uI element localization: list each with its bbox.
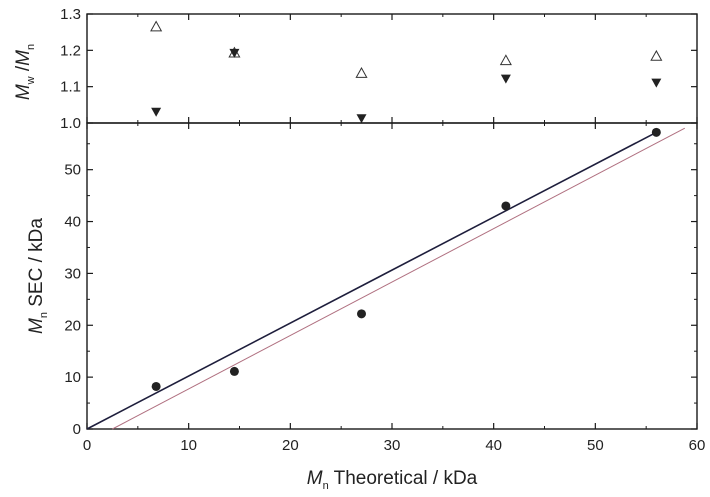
data-point xyxy=(355,66,368,78)
x-tick-label: 0 xyxy=(83,437,91,454)
top-panel: 1.0 1.1 1.2 1.3 xyxy=(60,6,698,132)
data-point xyxy=(229,366,239,376)
bottom-panel: 0 10 20 30 40 50 0 10 20 30 40 50 60 xyxy=(64,122,706,454)
x-tick-label: 30 xyxy=(384,437,401,454)
x-axis-title: Mn Theoretical / kDa xyxy=(307,468,478,492)
data-point xyxy=(229,48,240,58)
fit-line xyxy=(86,130,659,430)
data-point xyxy=(357,309,366,319)
y-tick-label: 1.1 xyxy=(60,79,81,96)
y-tick-label: 20 xyxy=(64,317,81,334)
bottom-y-axis-title: Mn SEC / kDa xyxy=(26,218,50,334)
data-point xyxy=(650,49,663,61)
data-point xyxy=(356,114,367,124)
plot-frame xyxy=(86,13,698,124)
y-tick-label: 0 xyxy=(73,421,81,438)
y-tick-label: 1.3 xyxy=(60,6,81,23)
x-tick-label: 40 xyxy=(485,437,502,454)
y-tick-label: 30 xyxy=(64,265,81,282)
data-point xyxy=(150,20,163,32)
data-point xyxy=(500,74,511,84)
data-point xyxy=(499,54,512,66)
x-tick-label: 60 xyxy=(689,437,706,454)
plot-frame xyxy=(86,122,698,430)
data-point xyxy=(651,127,661,137)
y-tick-label: 10 xyxy=(64,369,81,386)
theory-line xyxy=(112,127,686,430)
x-tick-label: 50 xyxy=(587,437,604,454)
data-point xyxy=(151,381,161,391)
x-tick-label: 10 xyxy=(180,437,197,454)
x-tick-label: 20 xyxy=(282,437,299,454)
y-tick-label: 1.0 xyxy=(60,115,81,132)
y-tick-label: 40 xyxy=(64,214,81,231)
data-point xyxy=(501,201,511,211)
data-point xyxy=(651,78,662,88)
y-tick-label: 1.2 xyxy=(60,42,81,59)
data-point xyxy=(151,107,162,117)
top-y-axis-title: Mw /Mn xyxy=(13,44,37,100)
y-tick-label: 50 xyxy=(64,162,81,179)
